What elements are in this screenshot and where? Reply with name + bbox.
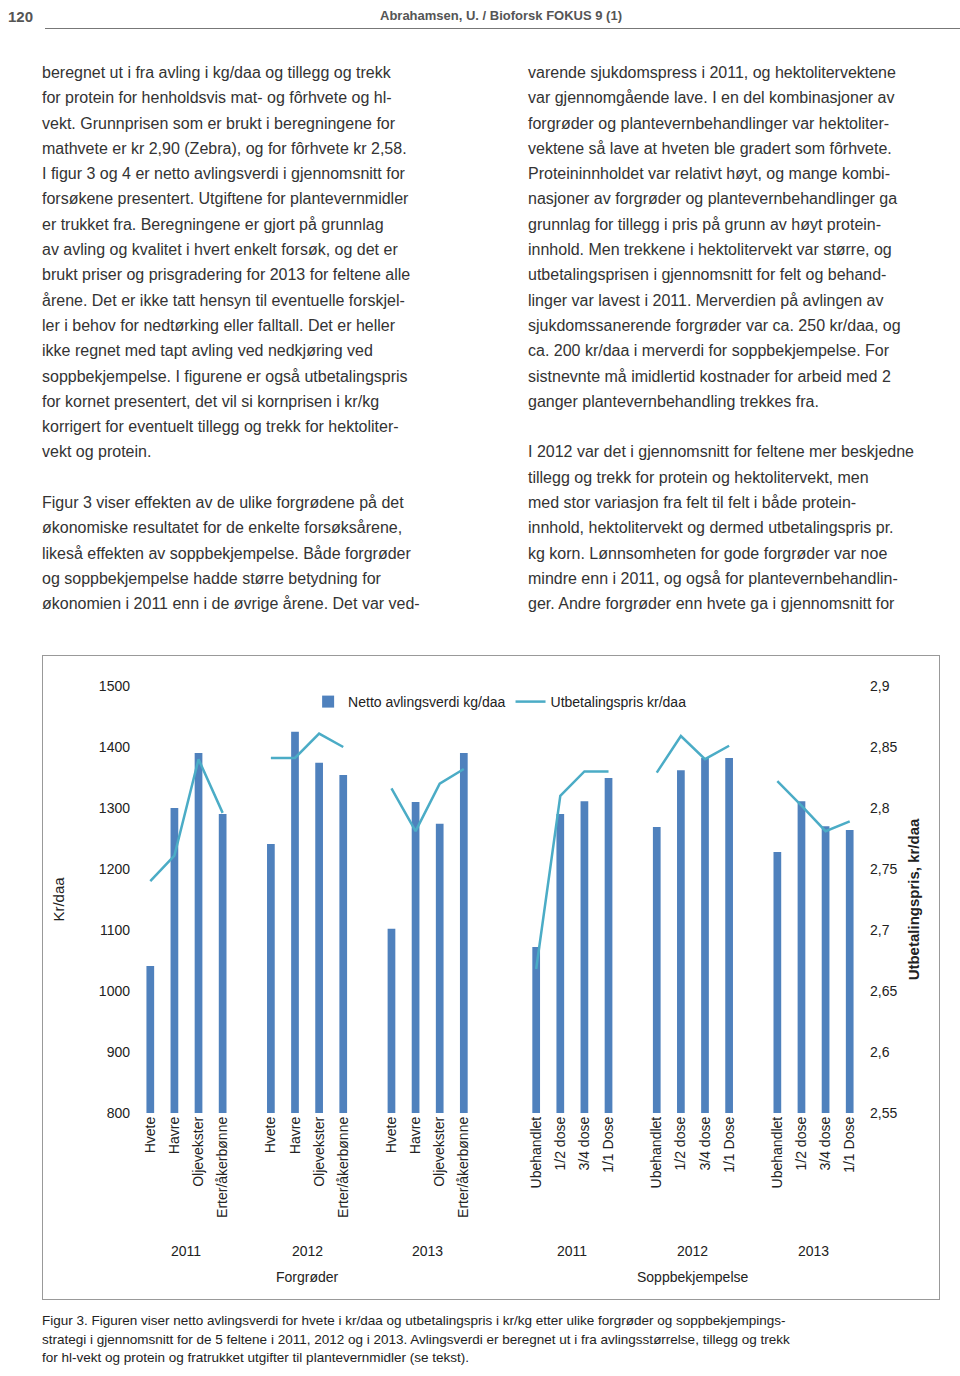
html-text:vekt og protein.: vekt og protein. [42,443,152,461]
html-text:er trukket fra. Beregningene e: er trukket fra. Beregningene er gjort på… [42,215,384,233]
svg-text:2,8: 2,8 [870,800,890,816]
html-text:mindre enn i 2011, og også for: mindre enn i 2011, og også for plantever… [528,569,898,587]
html-text:brukt priser og prisgradering: brukt priser og prisgradering for 2013 f… [42,266,411,284]
svg-text:1200: 1200 [99,861,130,877]
svg-text:Havre: Havre [407,1117,423,1155]
html-text:mathvete er kr 2,90 (Zebra), o: mathvete er kr 2,90 (Zebra), og for fôrh… [42,139,407,157]
html-text:av avling og kvalitet i hvert: av avling og kvalitet i hvert enkelt for… [42,241,398,259]
html-text:ca. 200 kr/daa i merverdi for: ca. 200 kr/daa i merverdi for soppbekjem… [528,342,890,360]
svg-text:Ubehandlet: Ubehandlet [528,1117,544,1189]
html-text:utbetalingsprisen i gjennomsni: utbetalingsprisen i gjennomsnitt for fel… [528,266,887,284]
html-text:Proteininnholdet var relativt: Proteininnholdet var relativt høyt, og m… [528,165,890,183]
svg-text:Utbetalingspris, kr/daa: Utbetalingspris, kr/daa [905,818,922,980]
html-text:varende sjukdomspress i 2011,: varende sjukdomspress i 2011, og hektoli… [528,64,896,81]
svg-text:1300: 1300 [99,800,130,816]
svg-text:Erter/åkerbønne: Erter/åkerbønne [214,1117,230,1218]
html-text:soppbekjempelse. I figurene er: soppbekjempelse. I figurene er også utbe… [42,367,408,385]
svg-text:1/2 dose: 1/2 dose [672,1117,688,1171]
svg-text:1/1 Dose: 1/1 Dose [721,1117,737,1173]
svg-text:2013: 2013 [798,1243,829,1259]
svg-text:Utbetalingspris kr/daa: Utbetalingspris kr/daa [551,694,687,710]
svg-text:2,9: 2,9 [870,678,890,694]
html-text:tillegg og trekk for protein o: tillegg og trekk for protein og hektolit… [528,468,869,486]
svg-text:3/4 dose: 3/4 dose [817,1117,833,1171]
svg-text:2011: 2011 [557,1243,587,1259]
svg-text:Havre: Havre [166,1117,182,1155]
svg-text:Hvete: Hvete [142,1117,158,1154]
svg-text:Erter/åkerbønne: Erter/åkerbønne [335,1117,351,1218]
html-text:for hl-vekt og protein og frat: for hl-vekt og protein og fratrukket utg… [42,1350,469,1365]
svg-text:Havre: Havre [287,1117,303,1155]
svg-text:2,65: 2,65 [870,983,897,999]
html-text:I 2012 var det i gjennomsnitt: I 2012 var det i gjennomsnitt for felten… [528,443,914,461]
html-text:vektene så lave at hveten ble: vektene så lave at hveten ble gradert so… [528,139,892,157]
html-text:sjukdomssanerende forgrøder va: sjukdomssanerende forgrøder var ca. 250 … [528,317,901,334]
html-text:grunnlag for tillegg i pris på: grunnlag for tillegg i pris på grunn av … [528,215,882,233]
svg-text:Oljevekster: Oljevekster [190,1116,206,1186]
svg-text:2,6: 2,6 [870,1044,890,1060]
html-text:ger. Andre forgrøder enn hvete: ger. Andre forgrøder enn hvete ga i gjen… [528,595,895,613]
html-text:kg korn. Lønnsomheten for gode: kg korn. Lønnsomheten for gode forgrøder… [528,544,888,562]
svg-text:800: 800 [107,1105,131,1121]
html-text:sistnevnte må imidlertid kostn: sistnevnte må imidlertid kostnader for a… [528,367,891,385]
svg-text:Oljevekster: Oljevekster [311,1116,327,1186]
svg-text:Forgrøder: Forgrøder [276,1269,339,1285]
svg-text:Soppbekjempelse: Soppbekjempelse [637,1269,749,1285]
svg-text:Ubehandlet: Ubehandlet [648,1117,664,1189]
svg-text:900: 900 [107,1044,131,1060]
html-text:Figur 3 viser effekten av de u: Figur 3 viser effekten av de ulike forgr… [42,494,404,511]
svg-text:Hvete: Hvete [383,1117,399,1154]
svg-text:2,85: 2,85 [870,739,897,755]
svg-text:Ubehandlet: Ubehandlet [769,1117,785,1189]
html-text:strategi i gjennomsnitt for de: strategi i gjennomsnitt for de 5 feltene… [42,1331,790,1347]
html-text:ganger plantevernbehandling tr: ganger plantevernbehandling trekkes fra. [528,392,819,410]
svg-text:Kr/daa: Kr/daa [50,877,67,922]
html-text:nasjoner av forgrøder og plant: nasjoner av forgrøder og plantevernbehan… [528,190,898,208]
html-text:forgrøder og plantevernbehandl: forgrøder og plantevernbehandlinger var … [528,114,890,132]
svg-text:1/2 dose: 1/2 dose [793,1117,809,1171]
html-text:økonomien i 2011 enn i de øvri: økonomien i 2011 enn i de øvrige årene. … [42,595,420,613]
svg-text:2012: 2012 [677,1243,708,1259]
html-text:ler i behov for nedtørking ell: ler i behov for nedtørking eller falltal… [42,317,395,334]
html-text:med stor variasjon fra felt ti: med stor variasjon fra felt til felt i b… [528,494,857,511]
html-text:for protein for henholdsvis ma: for protein for henholdsvis mat- og fôrh… [42,89,392,107]
html-text:likeså effekten av soppbekjemp: likeså effekten av soppbekjempelse. Både… [42,544,411,562]
html-text:forsøkene presentert. Utgiften: forsøkene presentert. Utgiftene for plan… [42,190,409,208]
svg-text:1400: 1400 [99,739,130,755]
html-text:korrigert for eventuelt tilleg: korrigert for eventuelt tillegg og trekk… [42,418,399,436]
svg-text:2012: 2012 [292,1243,323,1259]
svg-text:2,75: 2,75 [870,861,897,877]
svg-text:3/4 dose: 3/4 dose [576,1117,592,1171]
html-text:økonomiske resultatet for de e: økonomiske resultatet for de enkelte for… [42,519,403,537]
svg-text:2,55: 2,55 [870,1105,897,1121]
html-text:og soppbekjempelse hadde størr: og soppbekjempelse hadde større betydnin… [42,569,381,587]
html-text:årene. Det er ikke tatt hensyn: årene. Det er ikke tatt hensyn til event… [42,291,405,309]
svg-text:1100: 1100 [100,922,130,938]
html-text:Figur 3. Figuren viser netto a: Figur 3. Figuren viser netto avlingsverd… [42,1313,786,1328]
svg-text:3/4 dose: 3/4 dose [697,1117,713,1171]
html-text:beregnet ut i fra avling i kg/: beregnet ut i fra avling i kg/daa og til… [42,64,391,81]
svg-text:Hvete: Hvete [262,1117,278,1154]
html-text:I figur 3 og 4 er netto avling: I figur 3 og 4 er netto avlingsverdi i g… [42,165,405,183]
html-text:innhold. Men trekkene i hektol: innhold. Men trekkene i hektolitervekt v… [528,241,892,259]
html-text:vekt. Grunnprisen som er brukt: vekt. Grunnprisen som er brukt i beregni… [42,114,396,132]
html-text:ikke regnet med tapt avling ve: ikke regnet med tapt avling ved nedkjøri… [42,342,373,360]
html-text:for kornet presentert, det vil: for kornet presentert, det vil si kornpr… [42,392,379,410]
svg-text:2013: 2013 [412,1243,443,1259]
html-text:linger var lavest i 2011. Merv: linger var lavest i 2011. Merverdien på … [528,291,884,309]
svg-text:1500: 1500 [99,678,130,694]
svg-text:1000: 1000 [99,983,130,999]
svg-text:1/2 dose: 1/2 dose [552,1117,568,1171]
html-text:120: 120 [8,8,33,25]
svg-text:Netto avlingsverdi kg/daa: Netto avlingsverdi kg/daa [348,694,505,710]
html-text:innhold, hektolitervekt og der: innhold, hektolitervekt og dermed utbeta… [528,519,894,537]
html-text:Abrahamsen, U. / Bioforsk FOKU: Abrahamsen, U. / Bioforsk FOKUS 9 (1) [380,8,622,23]
svg-text:2,7: 2,7 [870,922,890,938]
svg-text:1/1 Dose: 1/1 Dose [841,1117,857,1173]
svg-text:1/1 Dose: 1/1 Dose [600,1117,616,1173]
html-text:var gjennomgående lave. I en d: var gjennomgående lave. I en del kombina… [528,89,895,107]
svg-text:2011: 2011 [171,1243,201,1259]
svg-text:Erter/åkerbønne: Erter/åkerbønne [455,1117,471,1218]
svg-text:Oljevekster: Oljevekster [431,1116,447,1186]
